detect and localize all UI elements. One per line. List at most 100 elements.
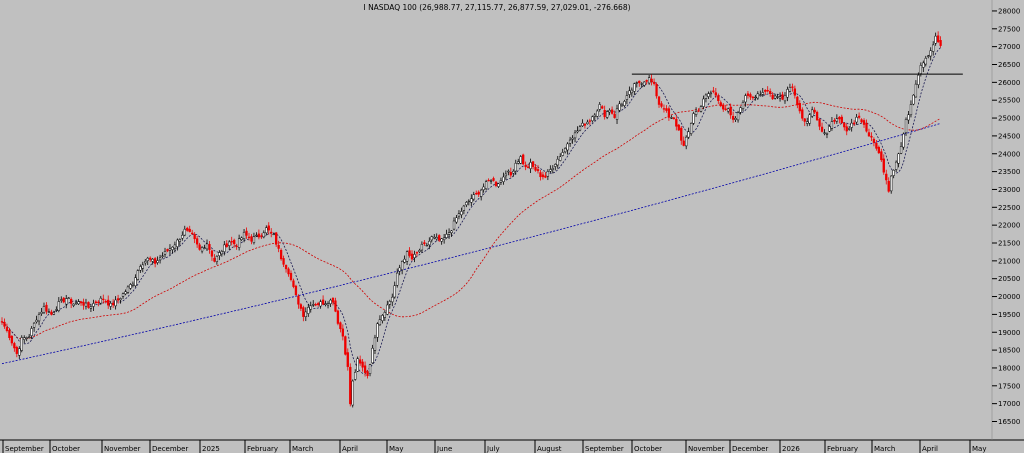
candle-body [512, 170, 515, 174]
candle-body [107, 299, 110, 306]
candle-body [544, 175, 547, 178]
candle-body [554, 164, 557, 167]
candle-body [566, 143, 569, 151]
candle-body [628, 90, 631, 95]
candle-body [52, 312, 56, 315]
candle-body [477, 191, 480, 195]
candle-body [465, 202, 468, 206]
x-tick-label: November [688, 445, 725, 453]
candle-body [442, 237, 446, 240]
candle-body [475, 193, 478, 195]
candle-body [633, 83, 636, 92]
candle-body [578, 126, 582, 131]
candle-body [719, 102, 722, 107]
candle-body [655, 84, 658, 97]
candle-body [699, 106, 703, 112]
candle-body [92, 303, 95, 307]
candle-body [830, 121, 834, 129]
candle-body [564, 148, 567, 153]
candle-body [504, 173, 508, 177]
candle-body [79, 301, 83, 304]
candle-body [677, 124, 680, 131]
candle-body [400, 260, 404, 271]
candle-body [200, 247, 204, 252]
candle-body [522, 154, 525, 165]
candle-body [606, 111, 609, 118]
candle-body [188, 228, 191, 232]
candle-body [30, 328, 33, 336]
candle-body [904, 119, 908, 134]
candle-body [519, 156, 522, 164]
candle-body [351, 380, 354, 406]
x-tick-label: October [634, 445, 662, 453]
candle-body [536, 169, 540, 172]
candle-body [176, 239, 179, 247]
x-axis: September October November December 2025 Febr… [0, 439, 1024, 453]
candle-body [307, 307, 310, 314]
candle-body [74, 302, 78, 305]
candle-body [885, 173, 888, 181]
candle-body [667, 108, 671, 118]
candle-body [820, 126, 824, 132]
candle-body [813, 109, 816, 113]
candle-body [610, 109, 614, 114]
candle-body [272, 233, 275, 236]
candle-body [5, 327, 9, 332]
candle-body [670, 117, 673, 119]
candle-body [704, 94, 708, 99]
candle-body [808, 114, 811, 124]
candle-body [339, 322, 342, 330]
candle-body [25, 337, 28, 339]
x-tick-label: October [52, 445, 80, 453]
candle-body [645, 79, 648, 82]
candle-body [586, 121, 589, 125]
candle-body [70, 298, 73, 304]
candle-body [783, 94, 787, 102]
candle-body [208, 244, 211, 250]
candle-body [45, 304, 48, 312]
candle-body [647, 77, 651, 84]
candle-body [724, 108, 727, 110]
candle-body [460, 211, 463, 216]
candle-body [210, 250, 214, 257]
candle-body [581, 122, 584, 127]
candle-body [692, 113, 695, 124]
candle-body [687, 131, 690, 138]
y-axis: 16500 17000 17500 18000 18500 19000 19500 20000… [991, 0, 1020, 440]
candle-body [882, 158, 885, 173]
candle-body [509, 172, 512, 176]
candle-body [850, 122, 853, 128]
candle-body [573, 132, 577, 139]
candle-body [191, 232, 194, 235]
candle-body [420, 243, 424, 251]
candle-body [761, 92, 764, 95]
long-term-average-line [1, 123, 941, 365]
x-tick-label: May [972, 445, 986, 453]
candle-body [497, 183, 500, 187]
candle-body [341, 328, 345, 337]
candle-body [875, 142, 878, 149]
candle-body [440, 238, 443, 242]
candle-body [870, 135, 873, 138]
candle-body [363, 365, 367, 373]
y-tick-label: 27500 [998, 25, 1020, 33]
candle-body [383, 312, 387, 318]
candle-body [531, 161, 535, 167]
candle-body [576, 130, 579, 133]
candle-body [60, 299, 63, 301]
candle-body [15, 346, 18, 354]
candle-body [892, 169, 895, 176]
candle-body [373, 337, 377, 351]
candle-body [934, 35, 937, 44]
candle-body [124, 291, 127, 295]
candle-body [334, 300, 337, 312]
candle-body [507, 170, 510, 173]
candle-body [914, 83, 918, 98]
candle-body [919, 65, 922, 74]
candle-body [35, 319, 38, 323]
candle-body [936, 35, 940, 43]
candle-body [393, 285, 396, 298]
x-tick-label: November [104, 445, 141, 453]
candle-body [331, 297, 335, 303]
candle-body [932, 44, 935, 52]
